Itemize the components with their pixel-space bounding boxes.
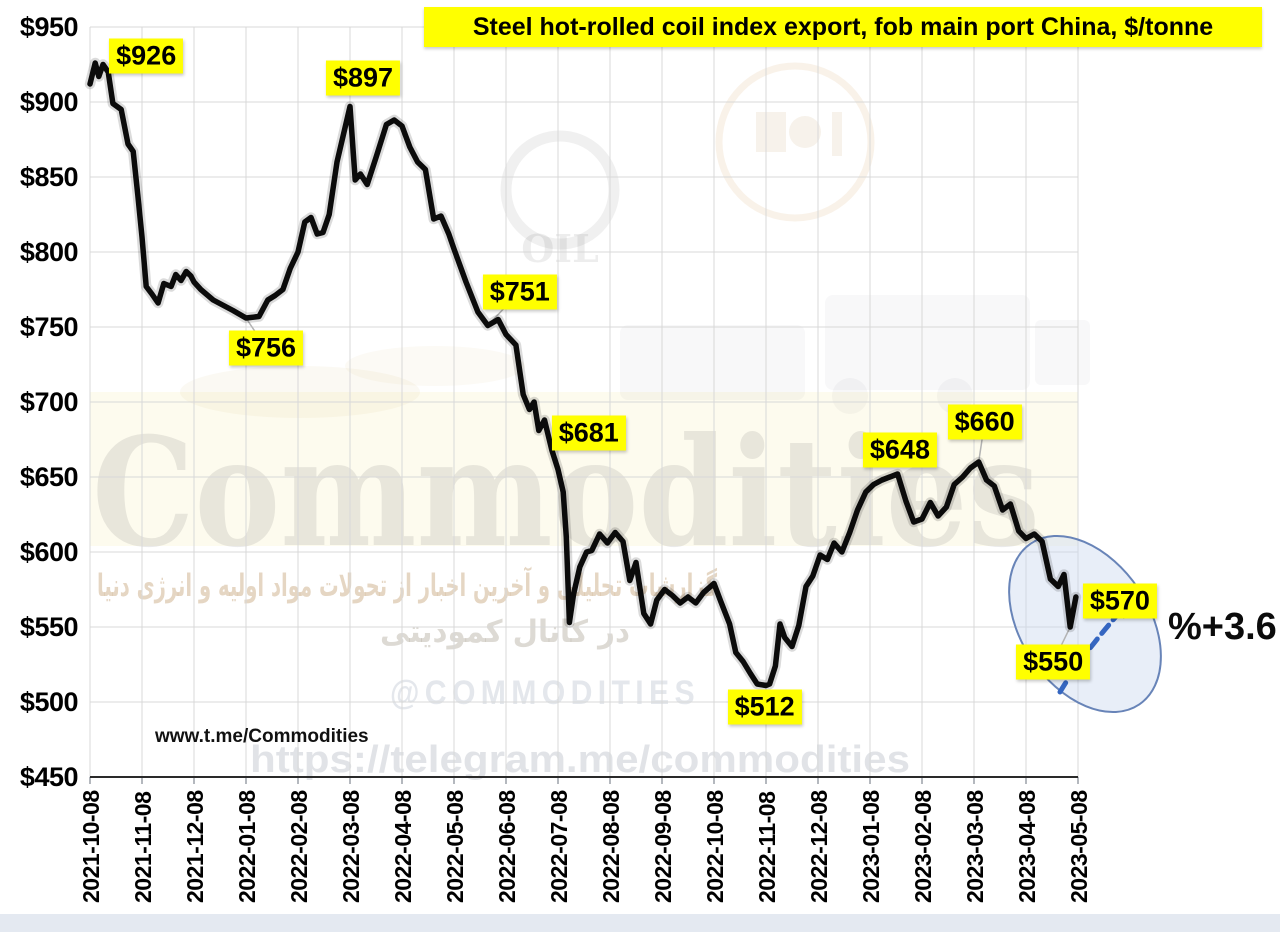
ghost-coins [180, 366, 420, 418]
y-tick-label: $650 [19, 462, 79, 492]
grid [89, 26, 1079, 784]
callout-648: $648 [862, 432, 937, 468]
watermark-persian-line2: در کانال کمودیتی [380, 614, 630, 650]
callout-512: $512 [727, 689, 802, 725]
x-tick-label: 2022-09-08 [650, 790, 676, 903]
bottom-strip [0, 914, 1280, 932]
callout-681: $681 [551, 415, 626, 450]
x-tick-label: 2023-05-08 [1066, 790, 1092, 903]
x-tick-label: 2021-10-08 [78, 790, 104, 903]
x-tick-label: 2022-01-08 [234, 790, 260, 903]
ghost-truck-cab [1035, 320, 1090, 385]
callout-926: $926 [109, 38, 184, 74]
badge-droplet-icon [789, 116, 821, 148]
callout-751: $751 [482, 274, 557, 309]
x-tick-label: 2021-12-08 [182, 790, 208, 903]
callout-897: $897 [325, 60, 401, 95]
price-line [87, 60, 1079, 689]
badge-wheat-icon [832, 112, 842, 156]
y-tick-label: $550 [19, 612, 79, 642]
ghost-container [620, 325, 805, 400]
ghost-truck-body [825, 295, 1030, 390]
y-tick-label: $900 [19, 87, 79, 117]
y-tick-label: $750 [19, 312, 79, 342]
callout-660: $660 [947, 404, 1022, 440]
y-tick-label: $700 [19, 387, 79, 417]
x-tick-label: 2023-01-08 [858, 790, 884, 903]
x-tick-label: 2023-04-08 [1014, 790, 1040, 903]
x-tick-label: 2022-06-08 [494, 790, 520, 903]
x-tick-label: 2022-08-08 [598, 790, 624, 903]
callout-756: $756 [228, 330, 304, 366]
ghost-wheel [832, 378, 868, 414]
x-tick-label: 2022-02-08 [286, 790, 312, 903]
y-tick-label: $500 [19, 687, 79, 717]
y-tick-label: $950 [19, 12, 79, 42]
badge-bank-icon [756, 112, 786, 152]
watermark-telegram-url: https://telegram.me/commodities [250, 739, 910, 781]
percent-change-label: %+3.6 [1168, 606, 1277, 648]
callout-570: $570 [1082, 583, 1157, 619]
background-collage: OIL [180, 62, 1090, 418]
y-tick-label: $600 [19, 537, 79, 567]
x-tick-label: 2022-12-08 [806, 790, 832, 903]
x-tick-label: 2023-03-08 [962, 790, 988, 903]
y-tick-label: $450 [19, 762, 79, 792]
callout-550: $550 [1016, 644, 1091, 680]
x-tick-label: 2022-07-08 [546, 790, 572, 903]
y-tick-label: $850 [19, 162, 79, 192]
y-tick-label: $800 [19, 237, 79, 267]
x-tick-label: 2022-10-08 [702, 790, 728, 903]
commodity-badge-icon [715, 62, 875, 222]
watermark-handle: @COMMODITIES [390, 674, 700, 712]
source-url-label: www.t.me/Commodities [155, 726, 369, 747]
chart-title: Steel hot-rolled coil index export, fob … [424, 7, 1262, 47]
x-tick-label: 2023-02-08 [910, 790, 936, 903]
x-tick-label: 2022-03-08 [338, 790, 364, 903]
x-tick-label: 2022-05-08 [442, 790, 468, 903]
x-tick-label: 2021-11-08 [130, 791, 156, 903]
oil-logo-text: OIL [521, 226, 599, 271]
x-tick-label: 2022-11-08 [754, 791, 780, 903]
x-tick-label: 2022-04-08 [390, 790, 416, 903]
watermark-persian-line1: گزارشات تحلیلی و آخرین اخبار از تحولات م… [97, 566, 718, 604]
ghost-coins [345, 346, 525, 386]
